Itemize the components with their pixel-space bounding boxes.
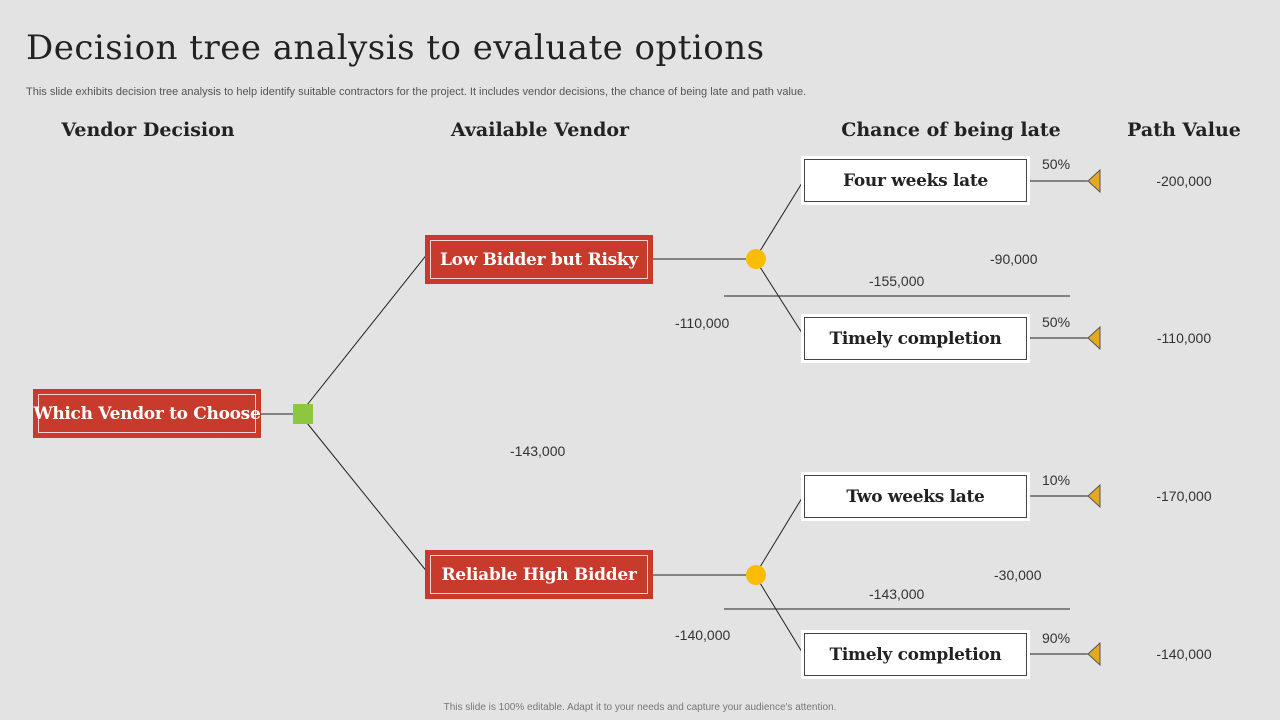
connector-chance-2-outcome-1: [759, 497, 803, 568]
path-value-timely-completion-1: -110,000: [1156, 330, 1212, 346]
connector-decision-vendor-1: [306, 252, 429, 406]
page-subtitle: This slide exhibits decision tree analys…: [26, 86, 807, 98]
vendor-label-2: Reliable High Bidder: [430, 555, 648, 594]
terminal-node-4: [1087, 641, 1101, 667]
chance-node-2: [746, 565, 766, 585]
probability-two-weeks-late: 10%: [1042, 472, 1071, 488]
column-header-path-value: Path Value: [1127, 119, 1241, 141]
terminal-node-1: [1087, 168, 1101, 194]
vendor-1-difference-value: -90,000: [990, 251, 1038, 267]
decision-node: [293, 404, 313, 424]
vendor-box-reliable-bidder: Reliable High Bidder: [427, 552, 651, 597]
vendor-2-expected-value: -140,000: [675, 627, 731, 643]
vendor-2-combined-value: -143,000: [869, 586, 925, 602]
column-header-chance-late: Chance of being late: [841, 119, 1061, 141]
probability-timely-completion-1: 50%: [1042, 314, 1071, 330]
root-value: -143,000: [510, 443, 566, 459]
root-decision-box: Which Vendor to Choose: [34, 391, 261, 436]
probability-four-weeks-late: 50%: [1042, 156, 1071, 172]
vendor-label-1: Low Bidder but Risky: [430, 240, 648, 279]
footer-note: This slide is 100% editable. Adapt it to…: [443, 702, 837, 713]
connector-decision-vendor-2: [306, 422, 429, 574]
terminal-node-3: [1087, 483, 1101, 509]
probability-timely-completion-2: 90%: [1042, 630, 1071, 646]
path-value-two-weeks-late: -170,000: [1156, 488, 1212, 504]
outcome-box-four-weeks-late: Four weeks late: [804, 159, 1027, 202]
column-header-available-vendor: Available Vendor: [450, 119, 630, 141]
root-decision-label: Which Vendor to Choose: [34, 394, 261, 433]
path-value-timely-completion-2: -140,000: [1156, 646, 1212, 662]
column-header-vendor-decision: Vendor Decision: [61, 119, 235, 141]
vendor-2-difference-value: -30,000: [994, 567, 1042, 583]
outcome-box-two-weeks-late: Two weeks late: [804, 475, 1027, 518]
outcome-box-timely-completion-2: Timely completion: [804, 633, 1027, 676]
vendor-1-expected-value: -110,000: [675, 315, 730, 331]
connector-chance-1-outcome-2: [759, 266, 803, 334]
chance-node-1: [746, 249, 766, 269]
page-title: Decision tree analysis to evaluate optio…: [26, 28, 765, 68]
connector-chance-1-outcome-1: [759, 182, 803, 252]
terminal-node-2: [1087, 325, 1101, 351]
path-value-four-weeks-late: -200,000: [1156, 173, 1212, 189]
vendor-1-combined-value: -155,000: [869, 273, 925, 289]
outcome-box-timely-completion-1: Timely completion: [804, 317, 1027, 360]
vendor-box-low-bidder: Low Bidder but Risky: [427, 237, 651, 282]
connector-chance-2-outcome-2: [759, 582, 803, 653]
